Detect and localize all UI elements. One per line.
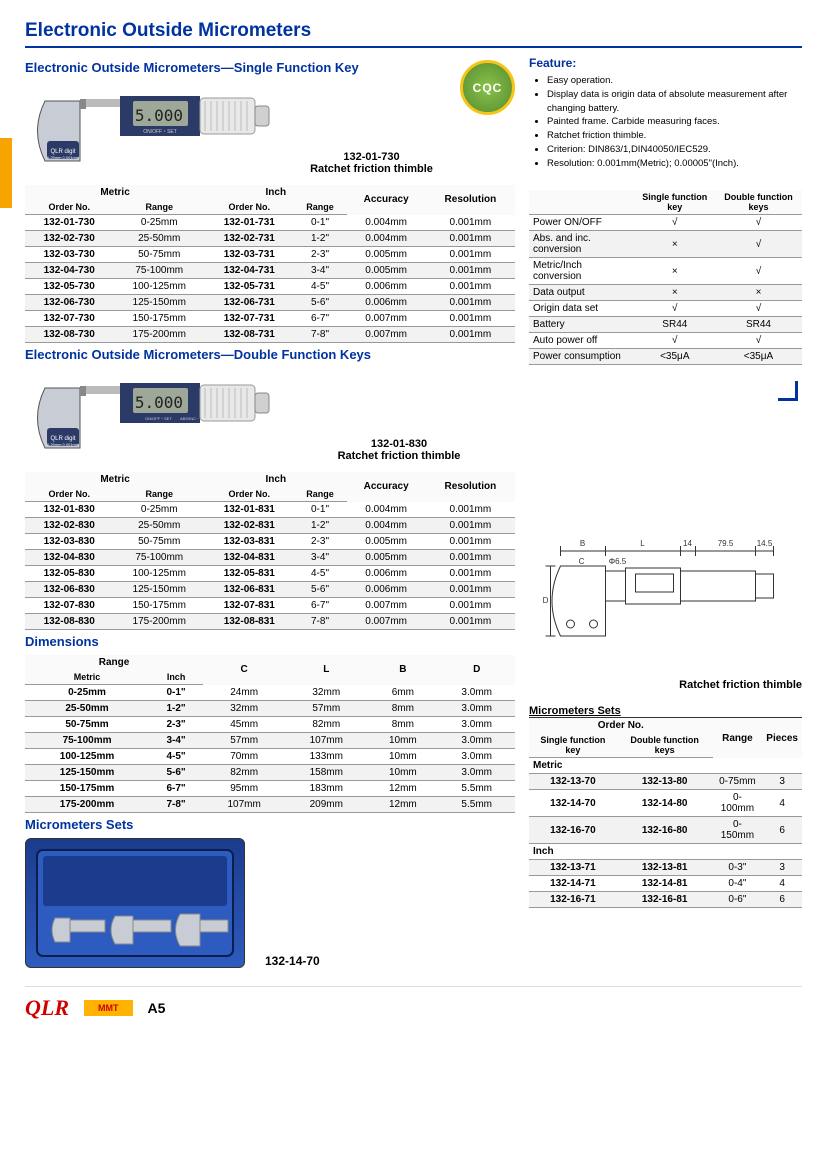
set-model: 132-14-70 <box>265 954 320 968</box>
table-row: 75-100mm3-4"57mm107mm10mm3.0mm <box>25 733 515 749</box>
product-image-double: QLR digit 0-25mm 0.001mm 5.000 ON/OFF・SE… <box>25 368 275 468</box>
feature-title: Feature: <box>529 56 802 70</box>
logo-mmt: MMT <box>83 999 134 1017</box>
table-row: 132-07-830150-175mm132-07-8316-7"0.007mm… <box>25 598 515 614</box>
table-row: 175-200mm7-8"107mm209mm12mm5.5mm <box>25 797 515 813</box>
table-row: 0-25mm0-1"24mm32mm6mm3.0mm <box>25 685 515 701</box>
table-row: 132-08-830175-200mm132-08-8317-8"0.007mm… <box>25 614 515 630</box>
single-sub: Ratchet friction thimble <box>283 163 460 175</box>
table-row: 100-125mm4-5"70mm133mm10mm3.0mm <box>25 749 515 765</box>
section-single-title: Electronic Outside Micrometers—Single Fu… <box>25 60 515 75</box>
svg-text:D: D <box>543 596 549 605</box>
table-row: 50-75mm2-3"45mm82mm8mm3.0mm <box>25 717 515 733</box>
table-row: 132-04-73075-100mm132-04-7313-4"0.005mm0… <box>25 263 515 279</box>
table-row: Power consumption<35μA<35μA <box>529 349 802 365</box>
compare-table: Single function keyDouble function keys … <box>529 190 802 365</box>
feature-item: Resolution: 0.001mm(Metric); 0.00005"(In… <box>547 157 802 171</box>
section-double-title: Electronic Outside Micrometers—Double Fu… <box>25 347 515 362</box>
table-row: 132-05-730100-125mm132-05-7314-5"0.006mm… <box>25 279 515 295</box>
table-row: Power ON/OFF√√ <box>529 215 802 231</box>
sets-title: Micrometers Sets <box>25 817 515 832</box>
dims-table: Range C L B D MetricInch 0-25mm0-1"24mm3… <box>25 655 515 813</box>
feature-item: Easy operation. <box>547 74 802 88</box>
table-row: Abs. and inc. conversion×√ <box>529 231 802 258</box>
table-row: 25-50mm1-2"32mm57mm8mm3.0mm <box>25 701 515 717</box>
svg-text:79.5: 79.5 <box>718 539 734 548</box>
double-sub: Ratchet friction thimble <box>283 450 515 462</box>
cert-badge: CQC <box>460 60 515 115</box>
corner-mark-1 <box>778 381 798 401</box>
svg-text:14.5: 14.5 <box>757 539 773 548</box>
svg-text:0-25mm 0.001mm: 0-25mm 0.001mm <box>47 442 80 447</box>
svg-text:14: 14 <box>683 539 692 548</box>
table-row: 132-08-730175-200mm132-08-7317-8"0.007mm… <box>25 327 515 343</box>
svg-text:ON/OFF・SET: ON/OFF・SET <box>143 129 177 135</box>
table-row: 132-03-73050-75mm132-03-7312-3"0.005mm0.… <box>25 247 515 263</box>
single-model: 132-01-730 <box>283 151 460 163</box>
svg-text:5.000: 5.000 <box>135 106 183 125</box>
tech-caption: Ratchet friction thimble <box>529 679 802 691</box>
table-row: 132-06-730125-150mm132-06-7315-6"0.006mm… <box>25 295 515 311</box>
dims-title: Dimensions <box>25 634 515 649</box>
svg-text:5.000: 5.000 <box>135 393 183 412</box>
table-row: 132-02-83025-50mm132-02-8311-2"0.004mm0.… <box>25 518 515 534</box>
table-row: BatterySR44SR44 <box>529 317 802 333</box>
product-image-single: QLR digit 0-25mm 0.001mm 5.000 ON/OFF・SE… <box>25 81 275 181</box>
table-row: 132-01-8300-25mm132-01-8310-1"0.004mm0.0… <box>25 502 515 518</box>
sets-table-title: Micrometers Sets <box>529 705 802 718</box>
feature-item: Ratchet friction thimble. <box>547 129 802 143</box>
double-spec-table: Metric Inch Accuracy Resolution Order No… <box>25 472 515 630</box>
single-spec-table: Metric Inch Accuracy Resolution Order No… <box>25 185 515 343</box>
feature-item: Painted frame. Carbide measuring faces. <box>547 115 802 129</box>
sets-table: Order No. RangePieces Single function ke… <box>529 718 802 908</box>
svg-text:0-25mm 0.001mm: 0-25mm 0.001mm <box>47 155 80 160</box>
page-footer: QLR MMT A5 <box>25 986 802 1021</box>
sets-image <box>25 838 245 968</box>
table-row: Data output×× <box>529 285 802 301</box>
page-title: Electronic Outside Micrometers <box>25 20 802 48</box>
svg-text:ON/OFF・SET: ON/OFF・SET <box>145 416 172 421</box>
feature-list: Easy operation.Display data is origin da… <box>529 74 802 170</box>
table-row: 132-05-830100-125mm132-05-8314-5"0.006mm… <box>25 566 515 582</box>
svg-text:B: B <box>580 539 585 548</box>
svg-text:C: C <box>579 557 585 566</box>
table-row: 125-150mm5-6"82mm158mm10mm3.0mm <box>25 765 515 781</box>
table-row: 132-03-83050-75mm132-03-8312-3"0.005mm0.… <box>25 534 515 550</box>
tech-drawing: B L 14 79.5 14.5 D C Φ6.5 <box>529 516 802 676</box>
table-row: 132-06-830125-150mm132-06-8315-6"0.006mm… <box>25 582 515 598</box>
table-row: Metric/Inch conversion×√ <box>529 258 802 285</box>
feature-item: Display data is origin data of absolute … <box>547 88 802 116</box>
double-model: 132-01-830 <box>283 438 515 450</box>
table-row: 150-175mm6-7"95mm183mm12mm5.5mm <box>25 781 515 797</box>
table-row: 132-02-73025-50mm132-02-7311-2"0.004mm0.… <box>25 231 515 247</box>
table-row: Origin data set√√ <box>529 301 802 317</box>
svg-text:Φ6.5: Φ6.5 <box>609 557 627 566</box>
table-row: Auto power off√√ <box>529 333 802 349</box>
feature-item: Criterion: DIN863/1,DIN40050/IEC529. <box>547 143 802 157</box>
table-row: 132-01-7300-25mm132-01-7310-1"0.004mm0.0… <box>25 215 515 231</box>
svg-text:L: L <box>640 539 645 548</box>
side-tab <box>0 138 12 208</box>
table-row: 132-04-83075-100mm132-04-8313-4"0.005mm0… <box>25 550 515 566</box>
logo-qlr: QLR <box>25 995 69 1021</box>
page-number: A5 <box>148 1000 166 1016</box>
table-row: 132-07-730150-175mm132-07-7316-7"0.007mm… <box>25 311 515 327</box>
